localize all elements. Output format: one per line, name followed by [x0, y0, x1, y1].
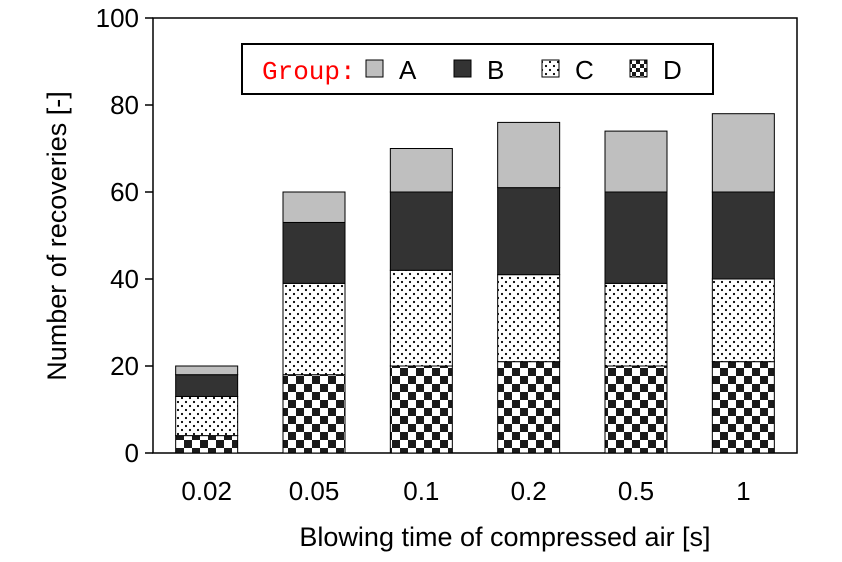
bar-segment-A-0.02 — [175, 365, 239, 376]
y-axis-ticks: 0 20 40 60 80 100 — [96, 3, 153, 468]
x-tick-label: 1 — [736, 476, 750, 506]
bar-segment-B-0.5 — [604, 191, 668, 284]
y-tick-label: 0 — [125, 438, 139, 468]
bar-segment-B-0.02 — [175, 374, 239, 397]
bar-segment-B-0.05 — [282, 221, 346, 284]
bar-segment-A-0.05 — [282, 191, 346, 223]
bar-segment-C-0.02 — [175, 395, 239, 437]
bar-segment-D-0.1 — [389, 365, 453, 454]
legend-label-B: B — [487, 55, 504, 85]
legend-swatch-C — [541, 59, 560, 78]
legend-label-C: C — [575, 55, 594, 85]
bar-segment-C-0.5 — [604, 282, 668, 367]
bar-segment-B-0.2 — [497, 187, 561, 276]
x-tick-label: 0.02 — [181, 476, 232, 506]
x-tick-label: 0.5 — [618, 476, 654, 506]
legend-swatch-D — [629, 59, 648, 78]
legend-items: A B C D — [365, 55, 682, 85]
legend-title: Group: — [262, 57, 356, 87]
y-axis-title: Number of recoveries [-] — [42, 91, 72, 381]
legend-swatch-B — [453, 59, 472, 78]
bar-segment-A-0.5 — [604, 130, 668, 193]
bar-segment-C-0.05 — [282, 282, 346, 376]
bar-segment-D-0.05 — [282, 374, 346, 454]
bar-segment-B-0.1 — [389, 191, 453, 271]
x-tick-label: 0.2 — [511, 476, 547, 506]
y-tick-label: 40 — [110, 264, 139, 294]
y-tick-label: 20 — [110, 351, 139, 381]
bar-segment-D-0.5 — [604, 365, 668, 454]
bar-segment-B-1 — [711, 191, 775, 280]
bar-segment-A-0.2 — [497, 121, 561, 189]
bar-segment-D-1 — [711, 361, 775, 454]
x-tick-label: 0.1 — [403, 476, 439, 506]
bar-segment-A-0.1 — [389, 148, 453, 193]
bar-segment-C-1 — [711, 278, 775, 363]
legend: Group: A B C D — [241, 43, 714, 95]
y-tick-label: 60 — [110, 177, 139, 207]
bar-segment-C-0.1 — [389, 269, 453, 367]
x-tick-label: 0.05 — [289, 476, 340, 506]
bar-segment-A-1 — [711, 113, 775, 193]
legend-label-D: D — [663, 55, 682, 85]
bar-segment-D-0.02 — [175, 435, 239, 454]
x-axis-ticks: 0.02 0.05 0.1 0.2 0.5 1 — [181, 476, 750, 506]
y-tick-label: 80 — [110, 90, 139, 120]
legend-swatch-A — [365, 59, 384, 78]
x-axis-title: Blowing time of compressed air [s] — [299, 522, 710, 552]
bars-layer — [175, 113, 775, 454]
bar-segment-C-0.2 — [497, 274, 561, 363]
bar-segment-D-0.2 — [497, 361, 561, 454]
legend-label-A: A — [399, 55, 417, 85]
y-tick-label: 100 — [96, 3, 139, 33]
